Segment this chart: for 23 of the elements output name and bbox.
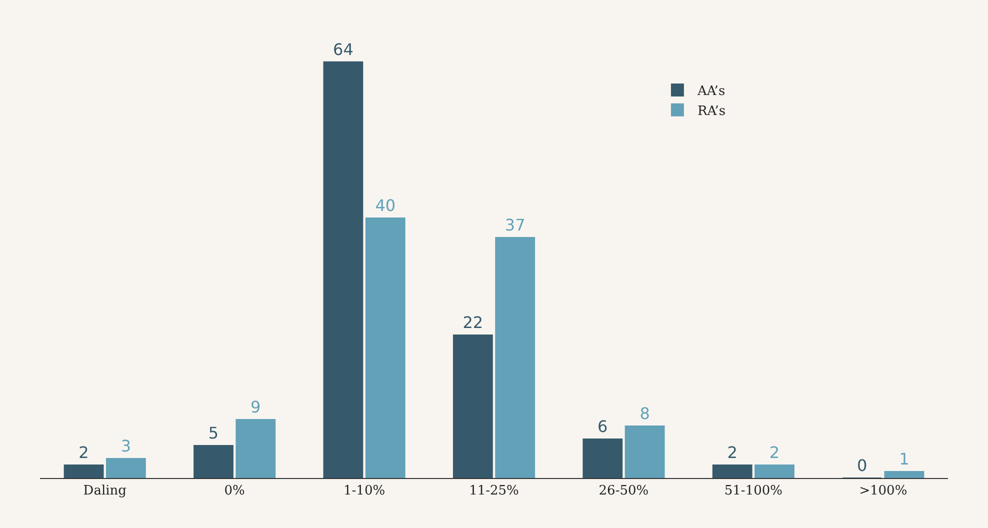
data-label: 3 [120,436,132,456]
data-label: 40 [375,196,396,215]
data-label: 2 [727,443,738,462]
x-tick-label: 11-25% [469,484,519,499]
x-tick-label: 1-10% [344,484,386,499]
data-label: 9 [250,397,261,416]
x-tick-label: 51-100% [724,484,782,499]
x-tick-label: Daling [83,484,126,499]
data-label: 5 [208,423,219,442]
legend-label: AA’s [696,84,726,100]
data-label: 1 [899,450,910,468]
x-tick-label: 26-50% [598,484,649,499]
data-label: 6 [598,416,608,436]
data-label: 0 [856,456,868,475]
data-label: 2 [769,443,780,462]
data-label: 22 [462,312,484,332]
data-label: 64 [333,40,354,59]
data-label: 8 [640,404,650,423]
x-tick-label: >100% [859,484,908,499]
legend-label: RA’s [697,104,726,119]
data-label: 2 [78,443,89,462]
x-tick-label: 0% [224,484,245,499]
data-label: 37 [504,215,526,234]
